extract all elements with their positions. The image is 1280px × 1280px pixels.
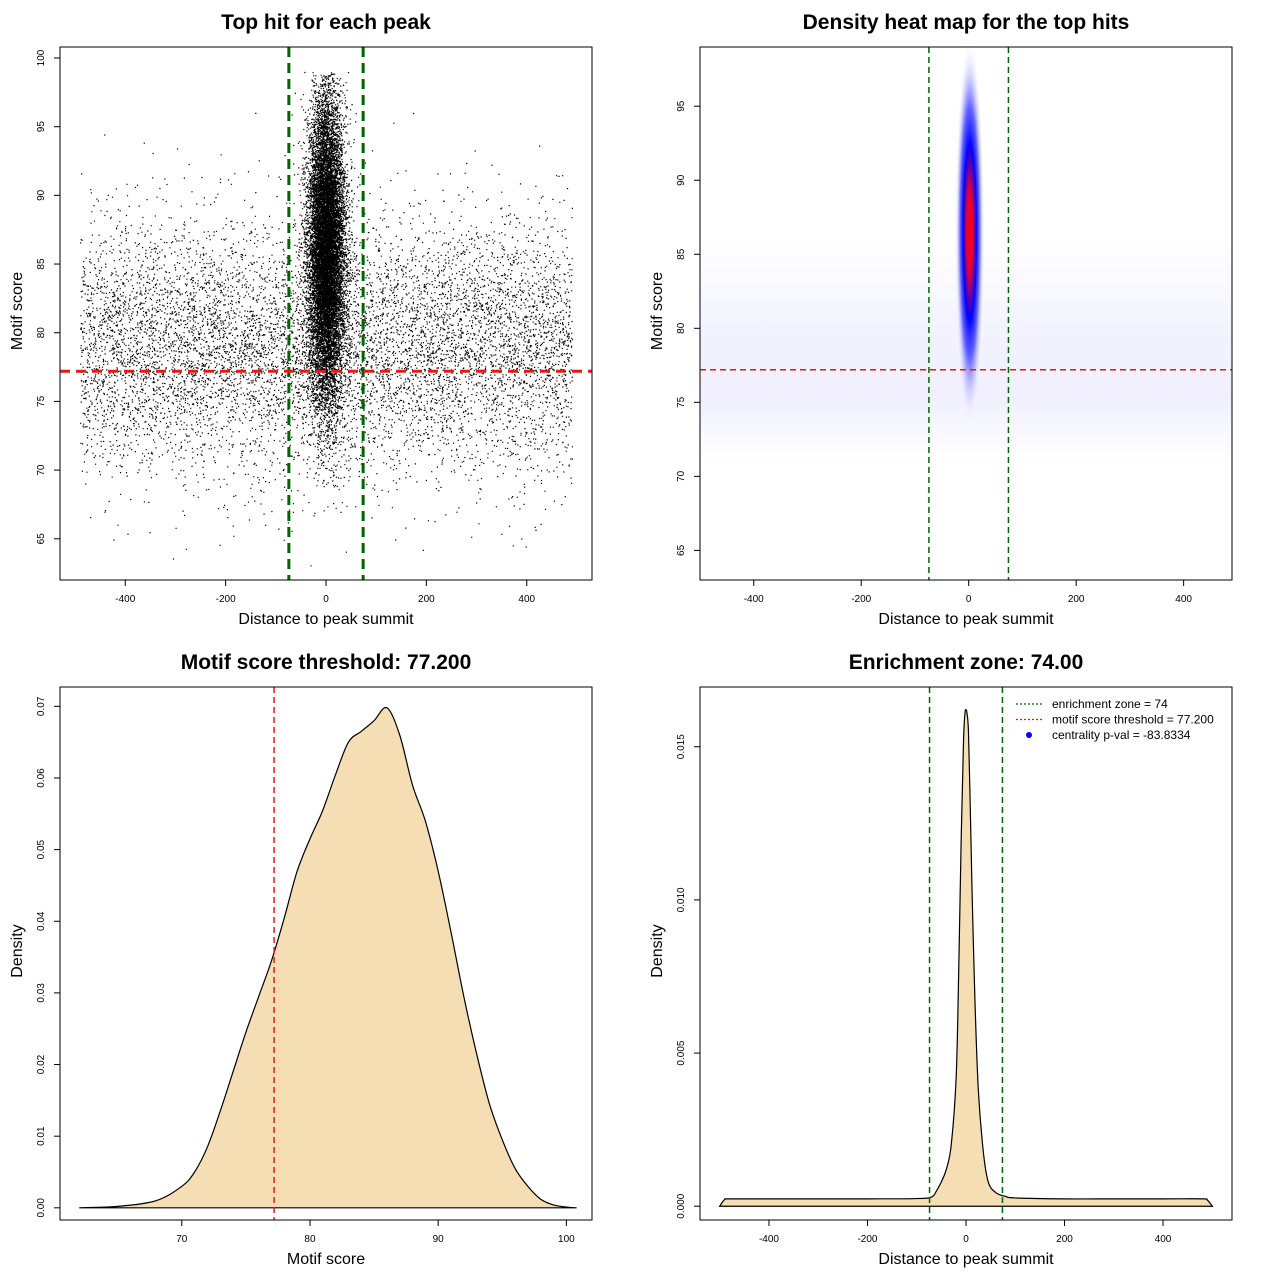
panel4-y-tick-label: 0.015 (676, 734, 687, 759)
panel2-heatmap-chart: -400 -200 0 200 400 65 70 75 80 85 90 95 (676, 39, 1233, 605)
panel3-title: Motif score threshold: 77.200 (180, 651, 472, 674)
panel4-y-axis-label: Density (649, 924, 666, 978)
panel2-x-axis-label: Distance to peak summit (878, 611, 1054, 628)
panel3-plot-frame (59, 686, 593, 1221)
legend-entry-label: centrality p-val = -83.8334 (1052, 728, 1191, 742)
panel2-y-axis-label: Motif score (649, 271, 666, 351)
panel3-y-tick-label: 0.01 (36, 1126, 47, 1146)
panel1-y-tick-label: 70 (36, 464, 47, 476)
panel3-y-axis-label: Density (9, 924, 26, 978)
panel4-density-chart: -400 -200 0 200 400 0.000 0.005 0.010 0.015 enric… (676, 686, 1233, 1245)
panel2-y-tick-label: 75 (676, 396, 687, 408)
panel1-x-tick-label: -400 (115, 594, 135, 605)
panel1-y-tick-label: 95 (36, 121, 47, 133)
panel4-x-tick-label: 400 (1155, 1234, 1172, 1245)
panel3-y-tick-label: 0.05 (36, 839, 47, 859)
panel3-x-axis-label: Motif score (286, 1251, 366, 1268)
panel3-y-tick-label: 0.06 (36, 768, 47, 788)
panel3-x-tick-label: 80 (304, 1234, 316, 1245)
panel3-density-line (79, 706, 577, 1209)
panel1-y-tick-label: 80 (36, 327, 47, 339)
panel1-x-axis-label: Distance to peak summit (238, 611, 414, 628)
panel1-title: Top hit for each peak (221, 11, 431, 34)
panel2-plot-frame (699, 46, 1233, 581)
panel4-y-tick-label: 0.010 (676, 887, 687, 912)
panel3-y-tick-label: 0.00 (36, 1198, 47, 1218)
legend-marker-point (1026, 732, 1032, 738)
panel4-x-axis-label: Distance to peak summit (878, 1251, 1054, 1268)
panel1-x-tick-label: 400 (518, 594, 535, 605)
panel2-title: Density heat map for the top hits (802, 11, 1130, 34)
legend-entry-label: motif score threshold = 77.200 (1052, 713, 1214, 727)
panel1-y-tick-label: 85 (36, 258, 47, 270)
panel2-y-tick-label: 65 (676, 544, 687, 556)
panel2-y-tick-label: 80 (676, 322, 687, 334)
scatter-point (80, 71, 574, 567)
panel3-y-tick-label: 0.03 (36, 983, 47, 1003)
panel1-x-tick-label: 0 (323, 594, 329, 605)
heatmap-hotspot (954, 39, 985, 425)
panel2-y-tick-label: 90 (676, 174, 687, 186)
panel2-y-tick-label: 70 (676, 470, 687, 482)
panel2-x-tick-label: 200 (1068, 594, 1085, 605)
panel3-y-tick-label: 0.02 (36, 1054, 47, 1074)
panel4-x-tick-label: 0 (963, 1234, 969, 1245)
panel2-y-tick-label: 95 (676, 100, 687, 112)
panel1-y-tick-label: 75 (36, 395, 47, 407)
panel2-x-tick-label: -400 (744, 594, 764, 605)
panel4-title: Enrichment zone: 74.00 (848, 651, 1084, 674)
panel4-y-tick-label: 0.000 (676, 1193, 687, 1218)
panel1-scatter-points (80, 71, 574, 567)
panel4-density-line (718, 708, 1214, 1207)
panel1-y-tick-label: 65 (36, 533, 47, 545)
panel2-x-tick-label: 0 (966, 594, 972, 605)
panel4-x-tick-label: -400 (759, 1234, 779, 1245)
panel1-x-tick-label: -200 (216, 594, 236, 605)
panel1-x-tick-label: 200 (418, 594, 435, 605)
panel1-y-tick-label: 100 (36, 49, 47, 66)
panel4-density-fill (719, 709, 1213, 1207)
panel4-x-tick-label: 200 (1056, 1234, 1073, 1245)
panel3-density-chart: 70 80 90 100 0.00 0.01 0.02 0.03 0.04 0.05 0.06 0.0… (36, 686, 593, 1245)
panel4-x-tick-label: -200 (857, 1234, 877, 1245)
panel3-x-tick-label: 70 (176, 1234, 188, 1245)
panel3-x-tick-label: 90 (433, 1234, 445, 1245)
panel4-y-tick-label: 0.005 (676, 1040, 687, 1065)
panel2-y-tick-label: 85 (676, 248, 687, 260)
panel4-legend: enrichment zone = 74 motif score threshol… (1016, 697, 1214, 742)
panel2-x-tick-label: -200 (851, 594, 871, 605)
panel1-y-axis-label: Motif score (9, 271, 26, 351)
panel1-scatter-chart: -400 -200 0 200 400 65 70 75 80 85 90 95 100 (36, 46, 593, 605)
panel3-y-tick-label: 0.04 (36, 911, 47, 931)
legend-entry-label: enrichment zone = 74 (1052, 697, 1168, 711)
panel3-density-fill (79, 707, 577, 1208)
panel1-y-tick-label: 90 (36, 189, 47, 201)
panel3-x-tick-label: 100 (558, 1234, 575, 1245)
panel3-y-tick-label: 0.07 (36, 696, 47, 716)
panel2-x-tick-label: 400 (1175, 594, 1192, 605)
